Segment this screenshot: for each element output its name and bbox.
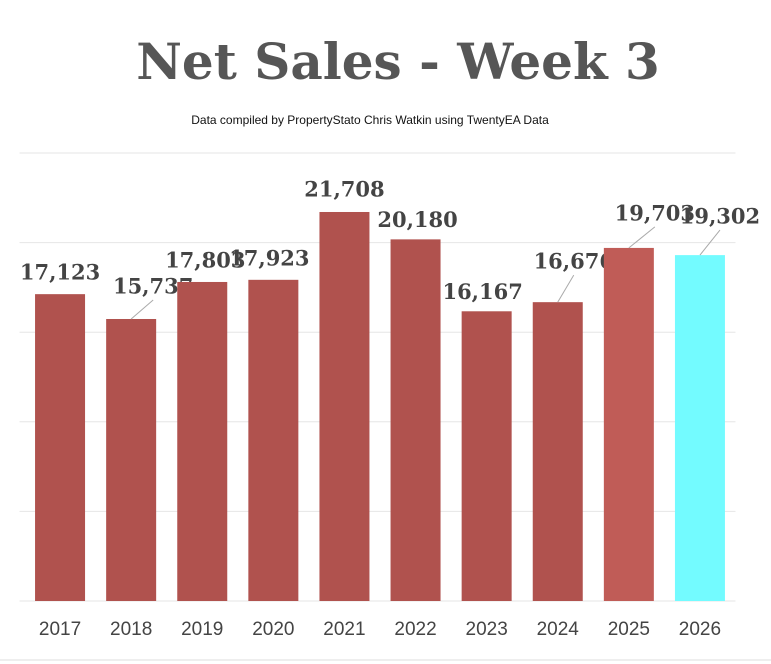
leader-line (628, 226, 656, 249)
leader-line (699, 229, 721, 256)
bar (390, 239, 441, 602)
x-tick-label: 2025 (608, 619, 650, 640)
chart-subtitle: Data compiled by PropertyStato Chris Wat… (191, 113, 549, 127)
bar (461, 311, 512, 601)
bar (532, 302, 583, 601)
x-tick-label: 2019 (181, 619, 223, 640)
bar (248, 279, 299, 601)
chart-title: Net Sales - Week 3 (136, 32, 660, 91)
x-tick-label: 2024 (537, 619, 580, 640)
x-tick-label: 2021 (323, 619, 365, 640)
value-label: 17,803 (165, 247, 245, 272)
x-tick-label: 2020 (252, 619, 294, 640)
value-label: 16,167 (442, 279, 522, 304)
value-label: 21,708 (304, 176, 384, 201)
x-tick-label: 2018 (110, 619, 152, 640)
value-label: 17,923 (229, 245, 309, 270)
bar (177, 281, 228, 601)
leader-line (130, 299, 154, 320)
value-label: 17,123 (20, 260, 100, 285)
value-label: 16,676 (534, 249, 614, 274)
bar (319, 211, 370, 601)
value-label: 19,703 (615, 200, 695, 225)
x-tick-label: 2026 (679, 619, 721, 640)
bar (35, 294, 86, 601)
leader-line (557, 274, 575, 303)
x-tick-label: 2022 (394, 619, 436, 640)
x-tick-label: 2023 (466, 619, 508, 640)
bar (106, 318, 157, 601)
bar (674, 255, 725, 601)
bar (603, 247, 654, 601)
value-label: 20,180 (377, 207, 457, 232)
x-tick-label: 2017 (39, 619, 81, 640)
value-label: 19,302 (680, 204, 760, 229)
